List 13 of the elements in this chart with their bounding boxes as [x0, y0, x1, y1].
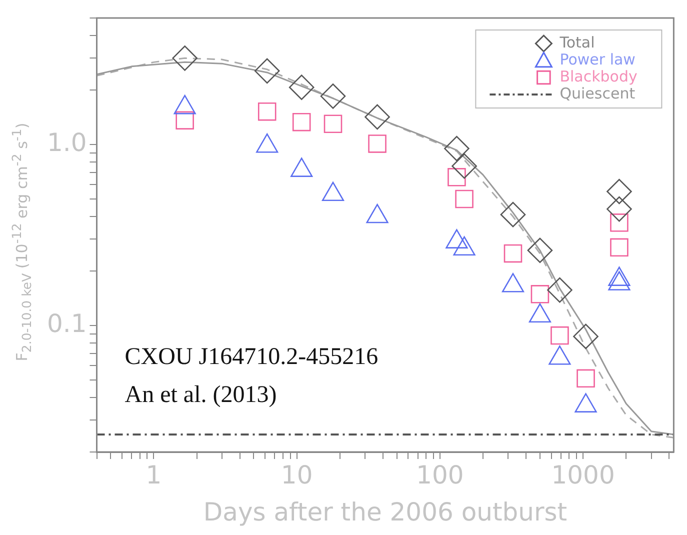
- x-tick-label: 1000: [551, 460, 615, 490]
- y-tick-label: 0.1: [46, 308, 87, 338]
- legend-label: Power law: [560, 50, 636, 68]
- x-tick-label: 100: [416, 460, 464, 490]
- legend-label: Quiescent: [560, 84, 636, 102]
- x-tick-label: 10: [280, 460, 313, 490]
- legend-label: Blackbody: [560, 67, 638, 86]
- x-axis-title: Days after the 2006 outburst: [203, 498, 568, 526]
- legend-label: Total: [558, 33, 595, 52]
- annotation: CXOU J164710.2-455216: [124, 344, 378, 370]
- y-tick-label: 1.0: [46, 128, 87, 158]
- annotation: An et al. (2013): [124, 382, 277, 408]
- x-tick-label: 1: [146, 460, 162, 490]
